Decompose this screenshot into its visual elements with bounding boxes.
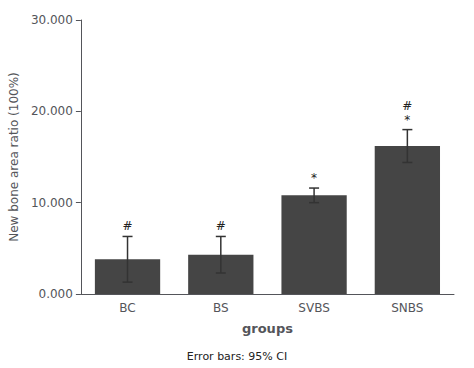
svg-text:groups: groups: [242, 321, 293, 336]
svg-text:BS: BS: [213, 301, 229, 315]
svg-text:#: #: [402, 99, 412, 113]
svg-text:30.000: 30.000: [31, 13, 73, 27]
svg-text:10.000: 10.000: [31, 196, 73, 210]
svg-text:SVBS: SVBS: [298, 301, 329, 315]
svg-text:*: *: [311, 171, 317, 185]
svg-text:0.000: 0.000: [39, 287, 73, 301]
svg-text:*: *: [404, 113, 410, 127]
svg-text:#: #: [216, 219, 226, 233]
svg-text:Error bars: 95% CI: Error bars: 95% CI: [187, 350, 287, 363]
svg-text:BC: BC: [119, 301, 135, 315]
svg-text:New bone area ratio (100%): New bone area ratio (100%): [7, 72, 21, 241]
svg-text:SNBS: SNBS: [391, 301, 423, 315]
svg-text:20.000: 20.000: [31, 104, 73, 118]
svg-text:#: #: [122, 219, 132, 233]
